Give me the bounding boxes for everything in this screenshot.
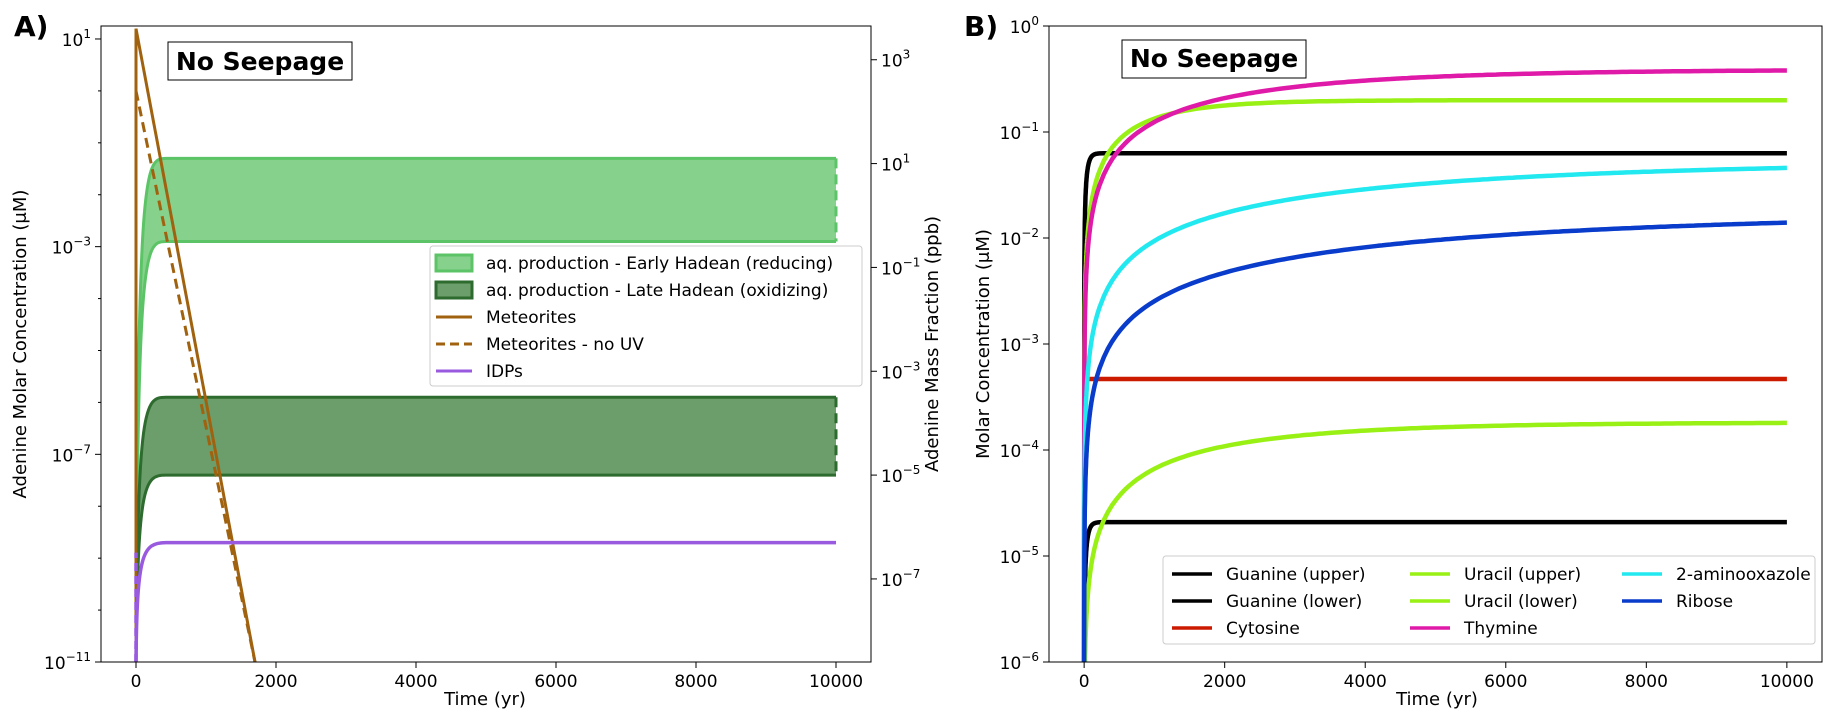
panel-b-ylabel: Molar Concentration (μM)	[973, 229, 994, 459]
a-lines	[134, 28, 836, 662]
b-legend-label-guanine-upper: Guanine (upper)	[1226, 565, 1366, 585]
a-x-tick-label-8000: 8000	[674, 672, 717, 692]
a-right-tick-label-−3: 10−3	[881, 359, 920, 383]
series-guanine-lower	[1081, 519, 1787, 662]
panel-a-ylabel-right: Adenine Mass Fraction (ppb)	[922, 216, 943, 472]
a-y-tick-label-1: 101	[62, 27, 91, 51]
b-legend-label-2-aminooxazole: 2-aminooxazole	[1676, 565, 1811, 585]
b-x-tick-label-8000: 8000	[1625, 672, 1668, 692]
series-meteorites-no-uv-decay	[134, 90, 257, 662]
series-idps	[134, 540, 836, 662]
a-right-tick-label-−7: 10−7	[881, 567, 920, 591]
b-y-ticks: 100 10−1 10−2 10−3 10−4 10−5 10−6	[1000, 14, 1049, 674]
series-uracil-upper	[1081, 97, 1787, 662]
a-x-tick-label-4000: 4000	[394, 672, 437, 692]
b-x-tick-label-4000: 4000	[1344, 672, 1387, 692]
b-y-tick-label-−3: 10−3	[1000, 332, 1039, 356]
panel-a-xlabel: Time (yr)	[443, 689, 526, 710]
a-x-tick-label-2000: 2000	[254, 672, 297, 692]
panel-a: 0 2000 4000 6000 8000 10000 10110−310−710−11 …	[10, 10, 943, 710]
a-right-tick-label-1: 101	[881, 152, 910, 176]
panel-b-xlabel: Time (yr)	[1395, 689, 1478, 710]
b-x-tick-label-6000: 6000	[1484, 672, 1527, 692]
a-right-ticks: 103 101 10−1 10−3 10−5 10−7	[871, 48, 920, 591]
b-y-tick-label-−1: 10−1	[1000, 120, 1039, 144]
b-legend-label-guanine-lower: Guanine (lower)	[1226, 592, 1362, 612]
b-legend-label-uracil-lower: Uracil (lower)	[1464, 592, 1578, 612]
panel-a-annotation: No Seepage	[176, 47, 344, 76]
b-legend-label-ribose: Ribose	[1676, 592, 1733, 612]
a-legend-frame	[429, 245, 863, 387]
panel-a-frame	[100, 25, 872, 663]
a-right-tick-label-3: 103	[881, 48, 910, 72]
series-2-aminooxazole	[1081, 165, 1787, 662]
b-y-tick-label-−4: 10−4	[1000, 438, 1039, 462]
b-legend-label-thymine: Thymine	[1463, 619, 1538, 639]
panel-a-label: A)	[14, 10, 48, 43]
b-x-tick-label-2000: 2000	[1203, 672, 1246, 692]
panel-a-legend: aq. production - Early Hadean (reducing)…	[429, 245, 863, 387]
b-y-tick-label-−6: 10−6	[1000, 650, 1039, 674]
panel-b-annotation-box	[1121, 39, 1307, 79]
a-y-tick-label-−3: 10−3	[52, 235, 91, 259]
a-legend-label-idps: IDPs	[486, 362, 523, 382]
a-legend-label-meteorites: Meteorites	[486, 308, 576, 328]
panel-b-label: B)	[964, 10, 998, 43]
a-y-ticks: 101 10−3 10−7 10−11	[44, 27, 101, 674]
b-lines	[1081, 68, 1787, 662]
b-x-tick-label-0: 0	[1079, 672, 1090, 692]
a-x-tick-label-6000: 6000	[534, 672, 577, 692]
a-legend-label-aq-production-late-hadean-oxidizing: aq. production - Late Hadean (oxidizing)	[486, 281, 828, 301]
series-meteorites-decay	[134, 28, 257, 662]
b-y-tick-label-−2: 10−2	[1000, 226, 1039, 250]
panel-b-legend: Guanine (upper) Guanine (lower) Cytosine Ur…	[1162, 555, 1816, 645]
a-y-tick-label-−7: 10−7	[52, 442, 91, 466]
panel-b-annotation: No Seepage	[1130, 44, 1298, 73]
a-legend-label-meteorites-no-uv: Meteorites - no UV	[486, 335, 644, 355]
series-guanine-upper	[1081, 150, 1787, 662]
b-legend-label-uracil-upper: Uracil (upper)	[1464, 565, 1581, 585]
legend-patch-late-hadean	[434, 280, 474, 300]
a-x-tick-label-10000: 10000	[809, 672, 863, 692]
band-aq-production-late-hadean-oxidizing	[136, 397, 836, 662]
a-x-ticks: 0 2000 4000 6000 8000 10000	[131, 662, 863, 692]
a-right-tick-label-−1: 10−1	[881, 255, 920, 279]
series-uracil-lower	[1082, 420, 1787, 662]
b-x-tick-label-10000: 10000	[1760, 672, 1814, 692]
panel-a-annotation-box	[167, 41, 353, 81]
b-x-ticks: 0 2000 4000 6000 8000 10000	[1079, 662, 1814, 692]
b-legend-label-cytosine: Cytosine	[1226, 619, 1300, 639]
panel-b: 0 2000 4000 6000 8000 10000 10010−110−210−310…	[964, 10, 1823, 710]
series-ribose	[1081, 220, 1787, 662]
band-lower-edge-aq-production-late-hadean-oxidizing	[134, 473, 836, 662]
series-cytosine	[1081, 376, 1787, 662]
b-y-tick-label-0: 100	[1010, 14, 1039, 38]
a-legend-label-aq-production-early-hadean-reducing: aq. production - Early Hadean (reducing)	[486, 254, 833, 274]
series-thymine	[1081, 68, 1787, 662]
a-x-tick-label-0: 0	[131, 672, 142, 692]
a-y-tick-label-−11: 10−11	[44, 650, 91, 674]
b-y-tick-label-−5: 10−5	[1000, 544, 1039, 568]
legend-patch-early-hadean	[434, 253, 474, 273]
a-right-tick-label-−5: 10−5	[881, 463, 920, 487]
panel-a-ylabel: Adenine Molar Concentration (μM)	[10, 190, 31, 499]
b-legend-frame	[1162, 555, 1816, 645]
band-aq-production-early-hadean-reducing	[136, 158, 836, 662]
